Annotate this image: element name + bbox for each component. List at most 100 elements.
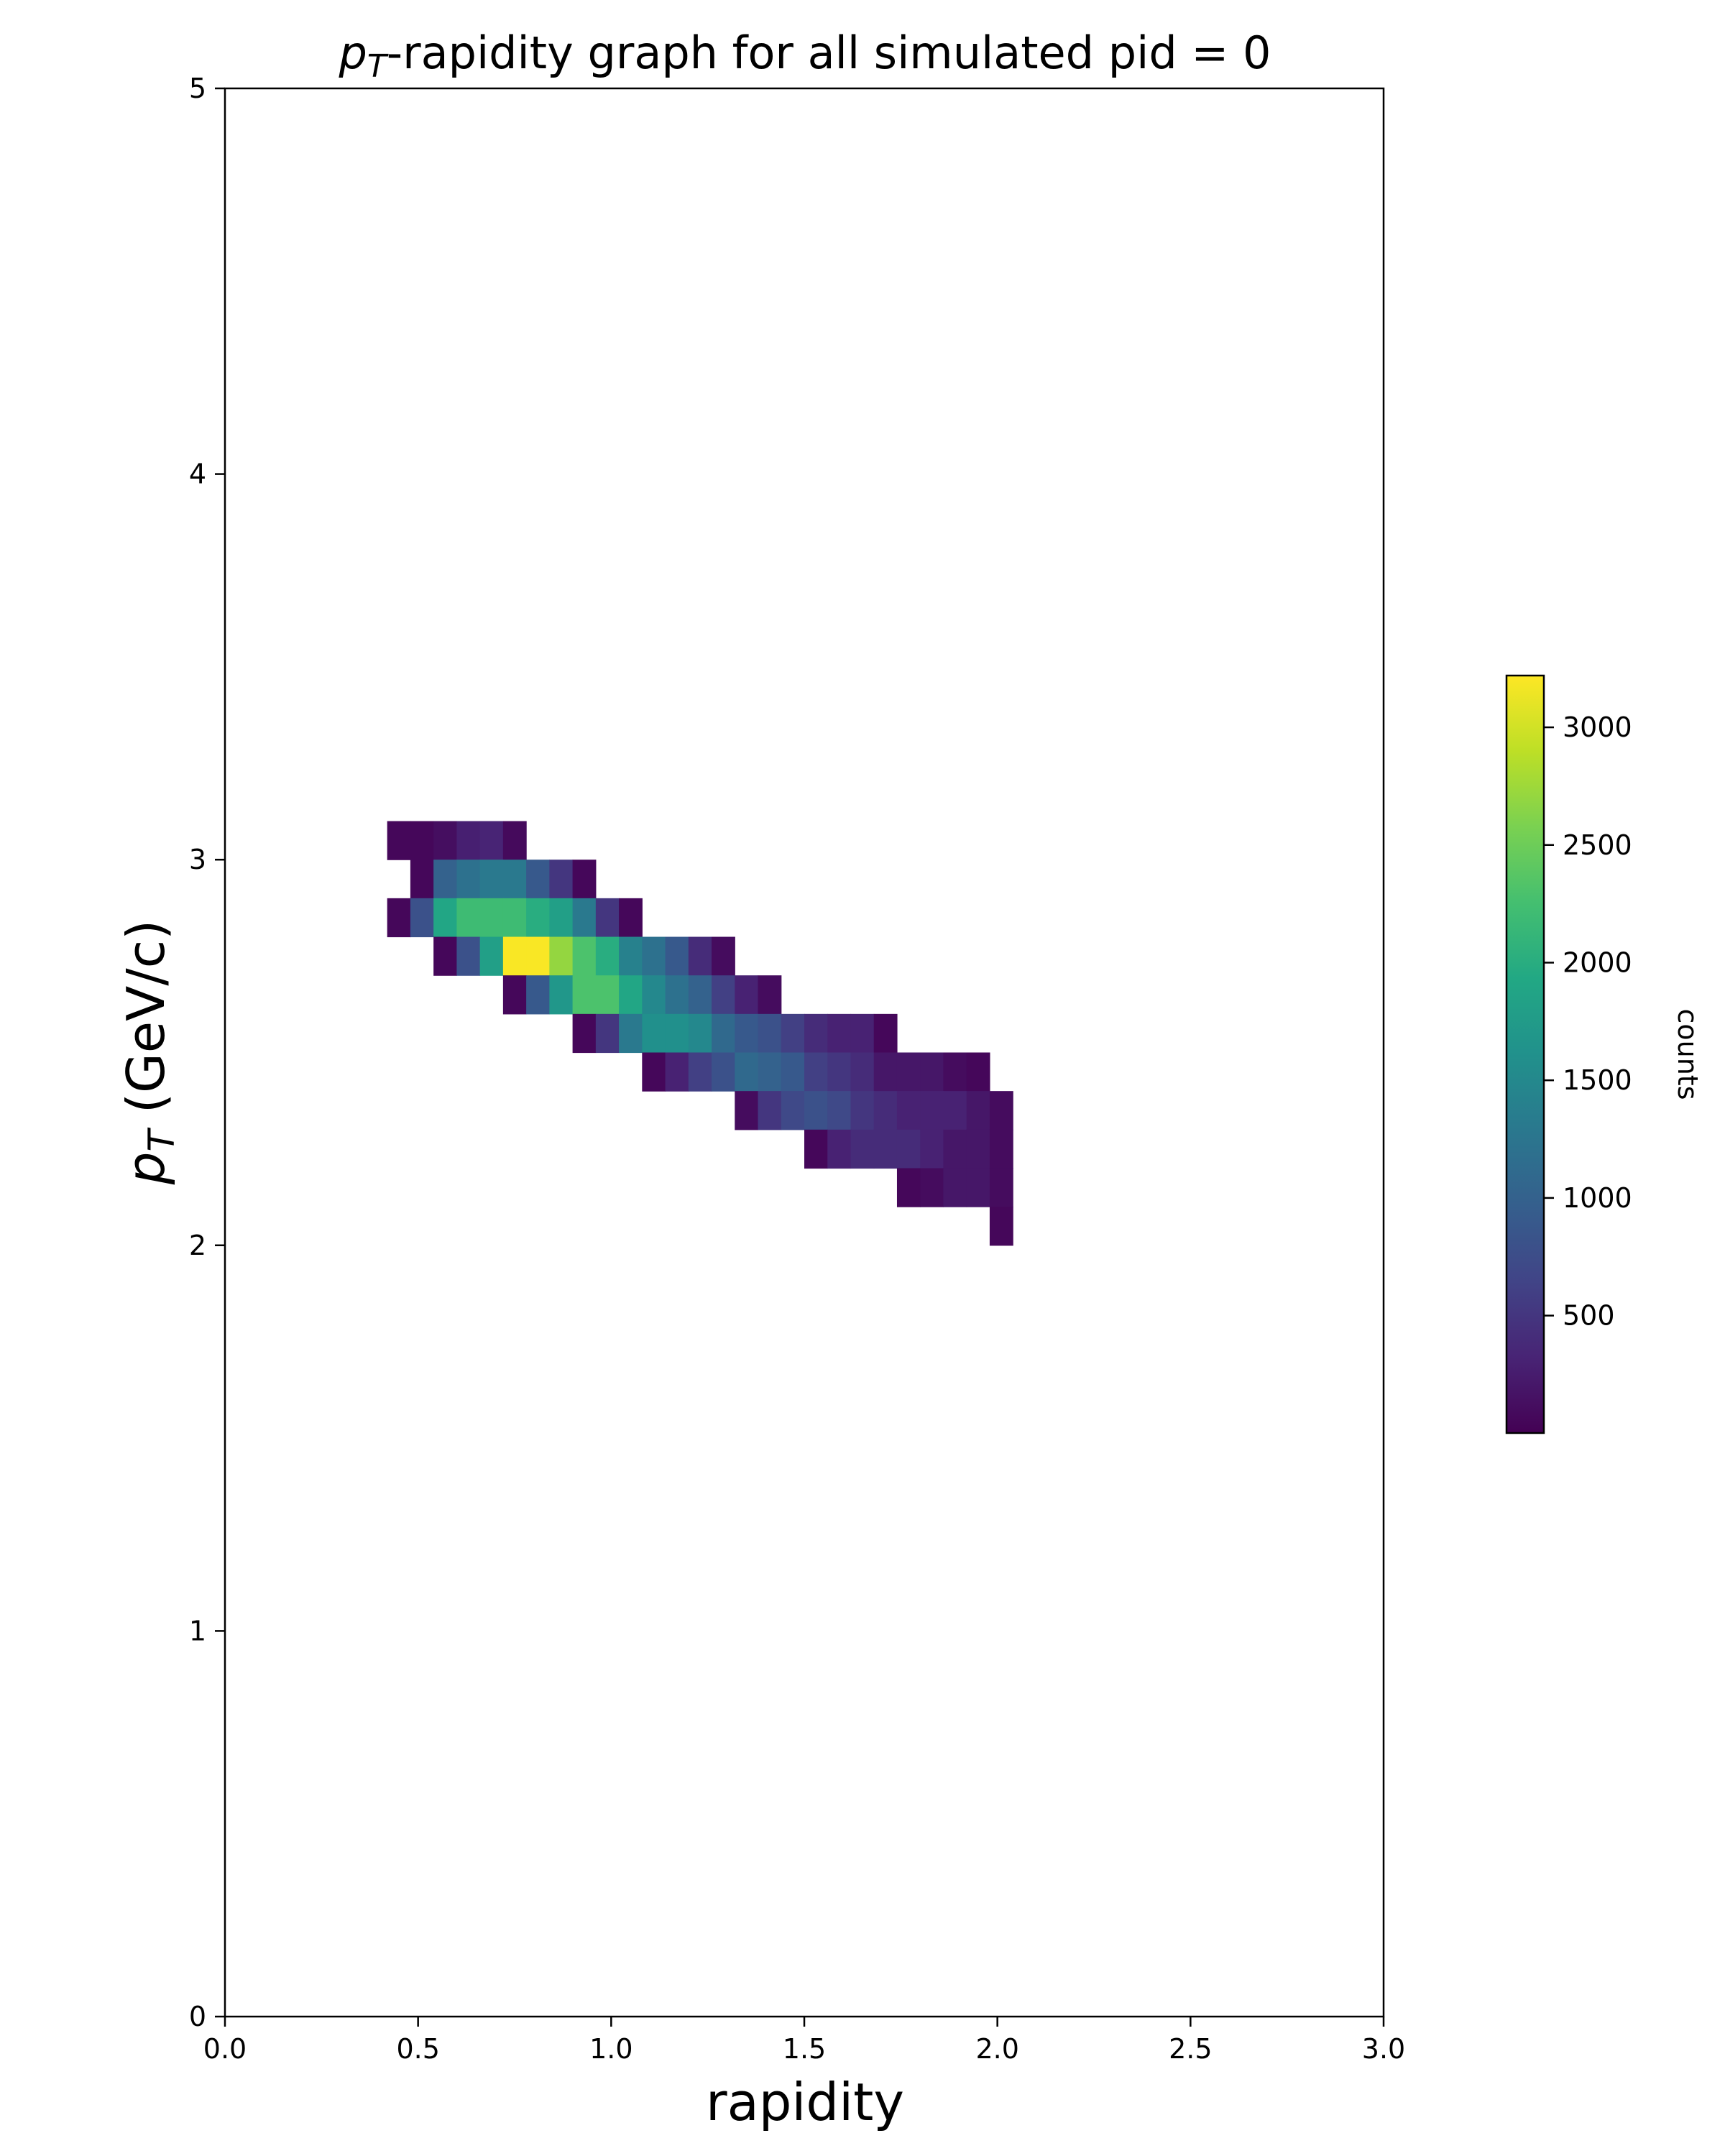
- x-tick-label: 2.5: [1169, 2033, 1212, 2065]
- heatmap-cell: [827, 1052, 852, 1092]
- heatmap-cell: [966, 1129, 990, 1169]
- heatmap-cell: [896, 1091, 921, 1130]
- heatmap-cell: [735, 1013, 759, 1054]
- colorbar-ticks: 500 1000 1500 2000 2500 3000: [1544, 711, 1632, 1332]
- y-tick-label: 0: [189, 2001, 206, 2032]
- heatmap-cell: [758, 1013, 782, 1054]
- heatmap-cell: [665, 1052, 689, 1092]
- heatmap-cell: [456, 898, 481, 938]
- chart-title-p: p: [339, 27, 367, 79]
- heatmap-cell: [735, 1052, 759, 1092]
- heatmap-cell: [387, 898, 411, 938]
- heatmap-cell: [943, 1052, 967, 1092]
- heatmap-cell: [572, 1013, 597, 1054]
- heatmap-cell: [526, 936, 550, 976]
- heatmap-cell: [735, 1091, 759, 1130]
- heatmap-cell: [896, 1129, 921, 1169]
- heatmap-cell: [781, 1013, 805, 1054]
- y-tick-label: 3: [189, 844, 206, 875]
- heatmap-cell: [688, 1052, 712, 1092]
- heatmap-cell: [642, 936, 666, 976]
- heatmap-cell: [410, 898, 434, 938]
- heatmap-cell: [479, 821, 504, 860]
- heatmap-cell: [526, 860, 550, 899]
- heatmap-cell: [456, 821, 481, 860]
- heatmap-cell: [665, 936, 689, 976]
- colorbar-tick-label: 2500: [1563, 829, 1632, 861]
- heatmap-cell: [873, 1052, 898, 1092]
- heatmap-cell: [850, 1052, 875, 1092]
- heatmap-cell: [712, 936, 735, 976]
- heatmap-cell: [943, 1129, 967, 1169]
- heatmap-cell: [920, 1052, 944, 1092]
- heatmap-cell: [572, 898, 597, 938]
- colorbar-tick-label: 500: [1563, 1300, 1615, 1332]
- heatmap-cell: [827, 1091, 852, 1130]
- heatmap-cell: [433, 821, 457, 860]
- heatmap-cell: [827, 1129, 852, 1169]
- heatmap-cell: [410, 860, 434, 899]
- heatmap-cell: [804, 1091, 828, 1130]
- colorbar-label: counts: [1672, 1008, 1703, 1100]
- heatmap-cell: [920, 1168, 944, 1207]
- heatmap-cell: [526, 898, 550, 938]
- heatmap-cell: [595, 975, 620, 1015]
- heatmap-cell: [966, 1091, 990, 1130]
- heatmap-cell: [595, 936, 620, 976]
- heatmap-cell: [665, 975, 689, 1015]
- heatmap-cell: [456, 860, 481, 899]
- y-axis-ticks: 0 1 2 3 4 5: [189, 73, 225, 2032]
- heatmap-cell: [712, 1052, 735, 1092]
- x-axis-label: rapidity: [706, 2072, 904, 2132]
- heatmap-cell: [410, 821, 434, 860]
- y-axis-label: pT (GeV/c): [116, 920, 183, 1186]
- heatmap-cell: [989, 1168, 1013, 1207]
- heatmap-cell: [619, 936, 643, 976]
- heatmap-cell: [688, 1013, 712, 1054]
- heatmap-cell: [642, 1052, 666, 1092]
- heatmap-cell: [479, 860, 504, 899]
- heatmap-cell: [966, 1168, 990, 1207]
- heatmap-cells: [387, 821, 1013, 1246]
- heatmap-cell: [804, 1052, 828, 1092]
- heatmap-cell: [502, 860, 527, 899]
- heatmap-cell: [502, 821, 527, 860]
- heatmap-cell: [920, 1091, 944, 1130]
- heatmap-cell: [433, 898, 457, 938]
- heatmap-cell: [804, 1013, 828, 1054]
- heatmap-cell: [549, 975, 574, 1015]
- heatmap-cell: [619, 975, 643, 1015]
- heatmap-cell: [850, 1129, 875, 1169]
- heatmap-cell: [642, 975, 666, 1015]
- heatmap-cell: [665, 1013, 689, 1054]
- heatmap-cell: [688, 975, 712, 1015]
- colorbar-tick-label: 1000: [1563, 1182, 1632, 1214]
- heatmap-cell: [595, 1013, 620, 1054]
- heatmap-cell: [943, 1091, 967, 1130]
- heatmap-cell: [502, 898, 527, 938]
- heatmap-cell: [595, 898, 620, 938]
- heatmap-cell: [758, 1052, 782, 1092]
- heatmap-cell: [989, 1091, 1013, 1130]
- heatmap-cell: [827, 1013, 852, 1054]
- heatmap-cell: [642, 1013, 666, 1054]
- y-tick-label: 4: [189, 459, 206, 490]
- heatmap-cell: [502, 936, 527, 976]
- heatmap-cell: [873, 1013, 898, 1054]
- heatmap-cell: [896, 1052, 921, 1092]
- heatmap-cell: [549, 860, 574, 899]
- heatmap-cell: [433, 936, 457, 976]
- heatmap-cell: [712, 1013, 735, 1054]
- heatmap-cell: [850, 1091, 875, 1130]
- y-tick-label: 5: [189, 73, 206, 104]
- colorbar-tick-label: 3000: [1563, 711, 1632, 743]
- heatmap-cell: [688, 936, 712, 976]
- heatmap-cell: [989, 1207, 1013, 1246]
- heatmap-cell: [758, 975, 782, 1015]
- heatmap-cell: [943, 1168, 967, 1207]
- heatmap-cell: [873, 1091, 898, 1130]
- heatmap-cell: [920, 1129, 944, 1169]
- x-axis-ticks: 0.0 0.5 1.0 1.5 2.0 2.5 3.0: [203, 2017, 1405, 2065]
- heatmap-cell: [619, 898, 643, 938]
